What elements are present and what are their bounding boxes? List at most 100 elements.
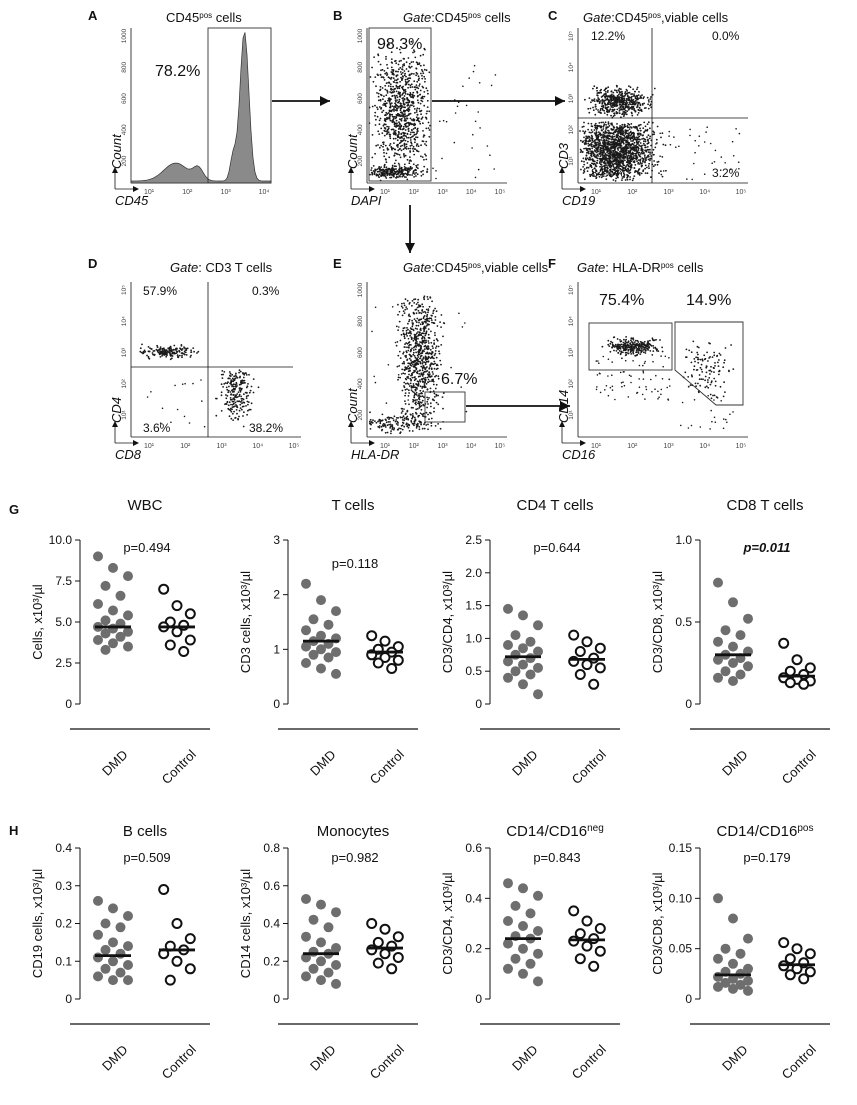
event-dot <box>404 72 406 75</box>
event-dot <box>415 144 418 147</box>
event-dot <box>399 350 401 353</box>
event-dot <box>651 354 654 356</box>
event-dot <box>242 372 244 374</box>
event-dot <box>408 430 411 432</box>
event-dot <box>383 170 386 173</box>
event-dot <box>614 156 617 159</box>
event-dot <box>588 156 591 159</box>
event-dot <box>424 334 427 337</box>
event-dot <box>226 401 229 404</box>
event-dot <box>393 154 396 157</box>
event-dot <box>642 158 645 160</box>
event-dot <box>615 151 617 154</box>
event-dot <box>408 392 410 394</box>
event-dot <box>406 115 408 117</box>
event-dot <box>396 105 399 107</box>
event-dot <box>437 423 439 425</box>
event-dot <box>232 385 235 388</box>
event-dot <box>417 337 419 340</box>
event-dot <box>395 176 397 179</box>
event-dot <box>415 312 418 315</box>
event-dot <box>644 160 646 163</box>
event-dot <box>374 420 376 422</box>
event-dot <box>413 80 416 83</box>
event-dot <box>477 168 480 171</box>
event-dot <box>617 162 620 165</box>
event-dot <box>410 61 413 63</box>
event-dot <box>615 111 618 113</box>
event-dot <box>247 394 250 397</box>
event-dot <box>382 145 384 148</box>
event-dot <box>400 76 402 79</box>
event-dot <box>610 102 613 105</box>
event-dot <box>411 304 413 307</box>
event-dot <box>161 348 164 350</box>
event-dot <box>638 163 641 165</box>
event-dot <box>397 86 399 88</box>
event-dot <box>622 108 624 111</box>
event-dot <box>417 402 419 405</box>
event-dot <box>425 411 428 414</box>
event-dot <box>626 129 629 132</box>
event-dot <box>391 62 394 64</box>
event-dot <box>411 123 414 125</box>
event-dot <box>404 93 407 95</box>
event-dot <box>433 396 436 398</box>
event-dot <box>643 130 646 133</box>
event-dot <box>377 130 380 133</box>
event-dot <box>638 144 640 146</box>
event-dot <box>634 138 637 141</box>
event-dot <box>439 120 441 123</box>
event-dot <box>425 382 428 385</box>
event-dot <box>593 160 596 163</box>
event-dot <box>404 120 407 122</box>
event-dot <box>591 135 594 138</box>
event-dot <box>409 156 411 159</box>
event-dot <box>408 330 411 332</box>
event-dot <box>422 72 425 75</box>
event-dot <box>429 352 431 355</box>
event-dot <box>242 376 245 379</box>
event-dot <box>432 310 435 312</box>
event-dot <box>232 380 235 383</box>
event-dot <box>408 109 411 111</box>
event-dot <box>426 99 429 102</box>
event-dot <box>415 166 418 169</box>
event-dot <box>392 70 395 73</box>
event-dot <box>420 69 423 71</box>
event-dot <box>599 147 602 150</box>
event-dot <box>429 297 432 299</box>
event-dot <box>427 340 430 342</box>
event-dot <box>628 123 631 126</box>
event-dot <box>596 141 599 144</box>
event-dot <box>421 387 423 389</box>
event-dot <box>402 351 405 354</box>
event-dot <box>414 399 417 401</box>
event-dot <box>610 114 612 117</box>
event-dot <box>257 386 260 389</box>
y-tick-label: 400 <box>357 378 364 389</box>
event-dot <box>626 137 628 140</box>
event-dot <box>403 70 406 72</box>
event-dot <box>407 104 410 107</box>
event-dot <box>627 349 630 352</box>
event-dot <box>637 171 639 174</box>
event-dot <box>442 119 445 122</box>
event-dot <box>614 343 617 346</box>
event-dot <box>394 60 396 63</box>
event-dot <box>593 149 596 152</box>
event-dot <box>415 308 418 311</box>
event-dot <box>416 388 418 390</box>
event-dot <box>402 116 404 118</box>
event-dot <box>598 152 601 155</box>
event-dot <box>383 155 386 158</box>
event-dot <box>425 154 427 157</box>
event-dot <box>151 352 154 354</box>
event-dot <box>381 172 384 175</box>
event-dot <box>427 342 430 344</box>
event-dot <box>422 381 424 383</box>
event-dot <box>426 400 429 403</box>
event-dot <box>627 97 630 100</box>
event-dot <box>386 118 389 120</box>
event-dot <box>413 394 416 397</box>
